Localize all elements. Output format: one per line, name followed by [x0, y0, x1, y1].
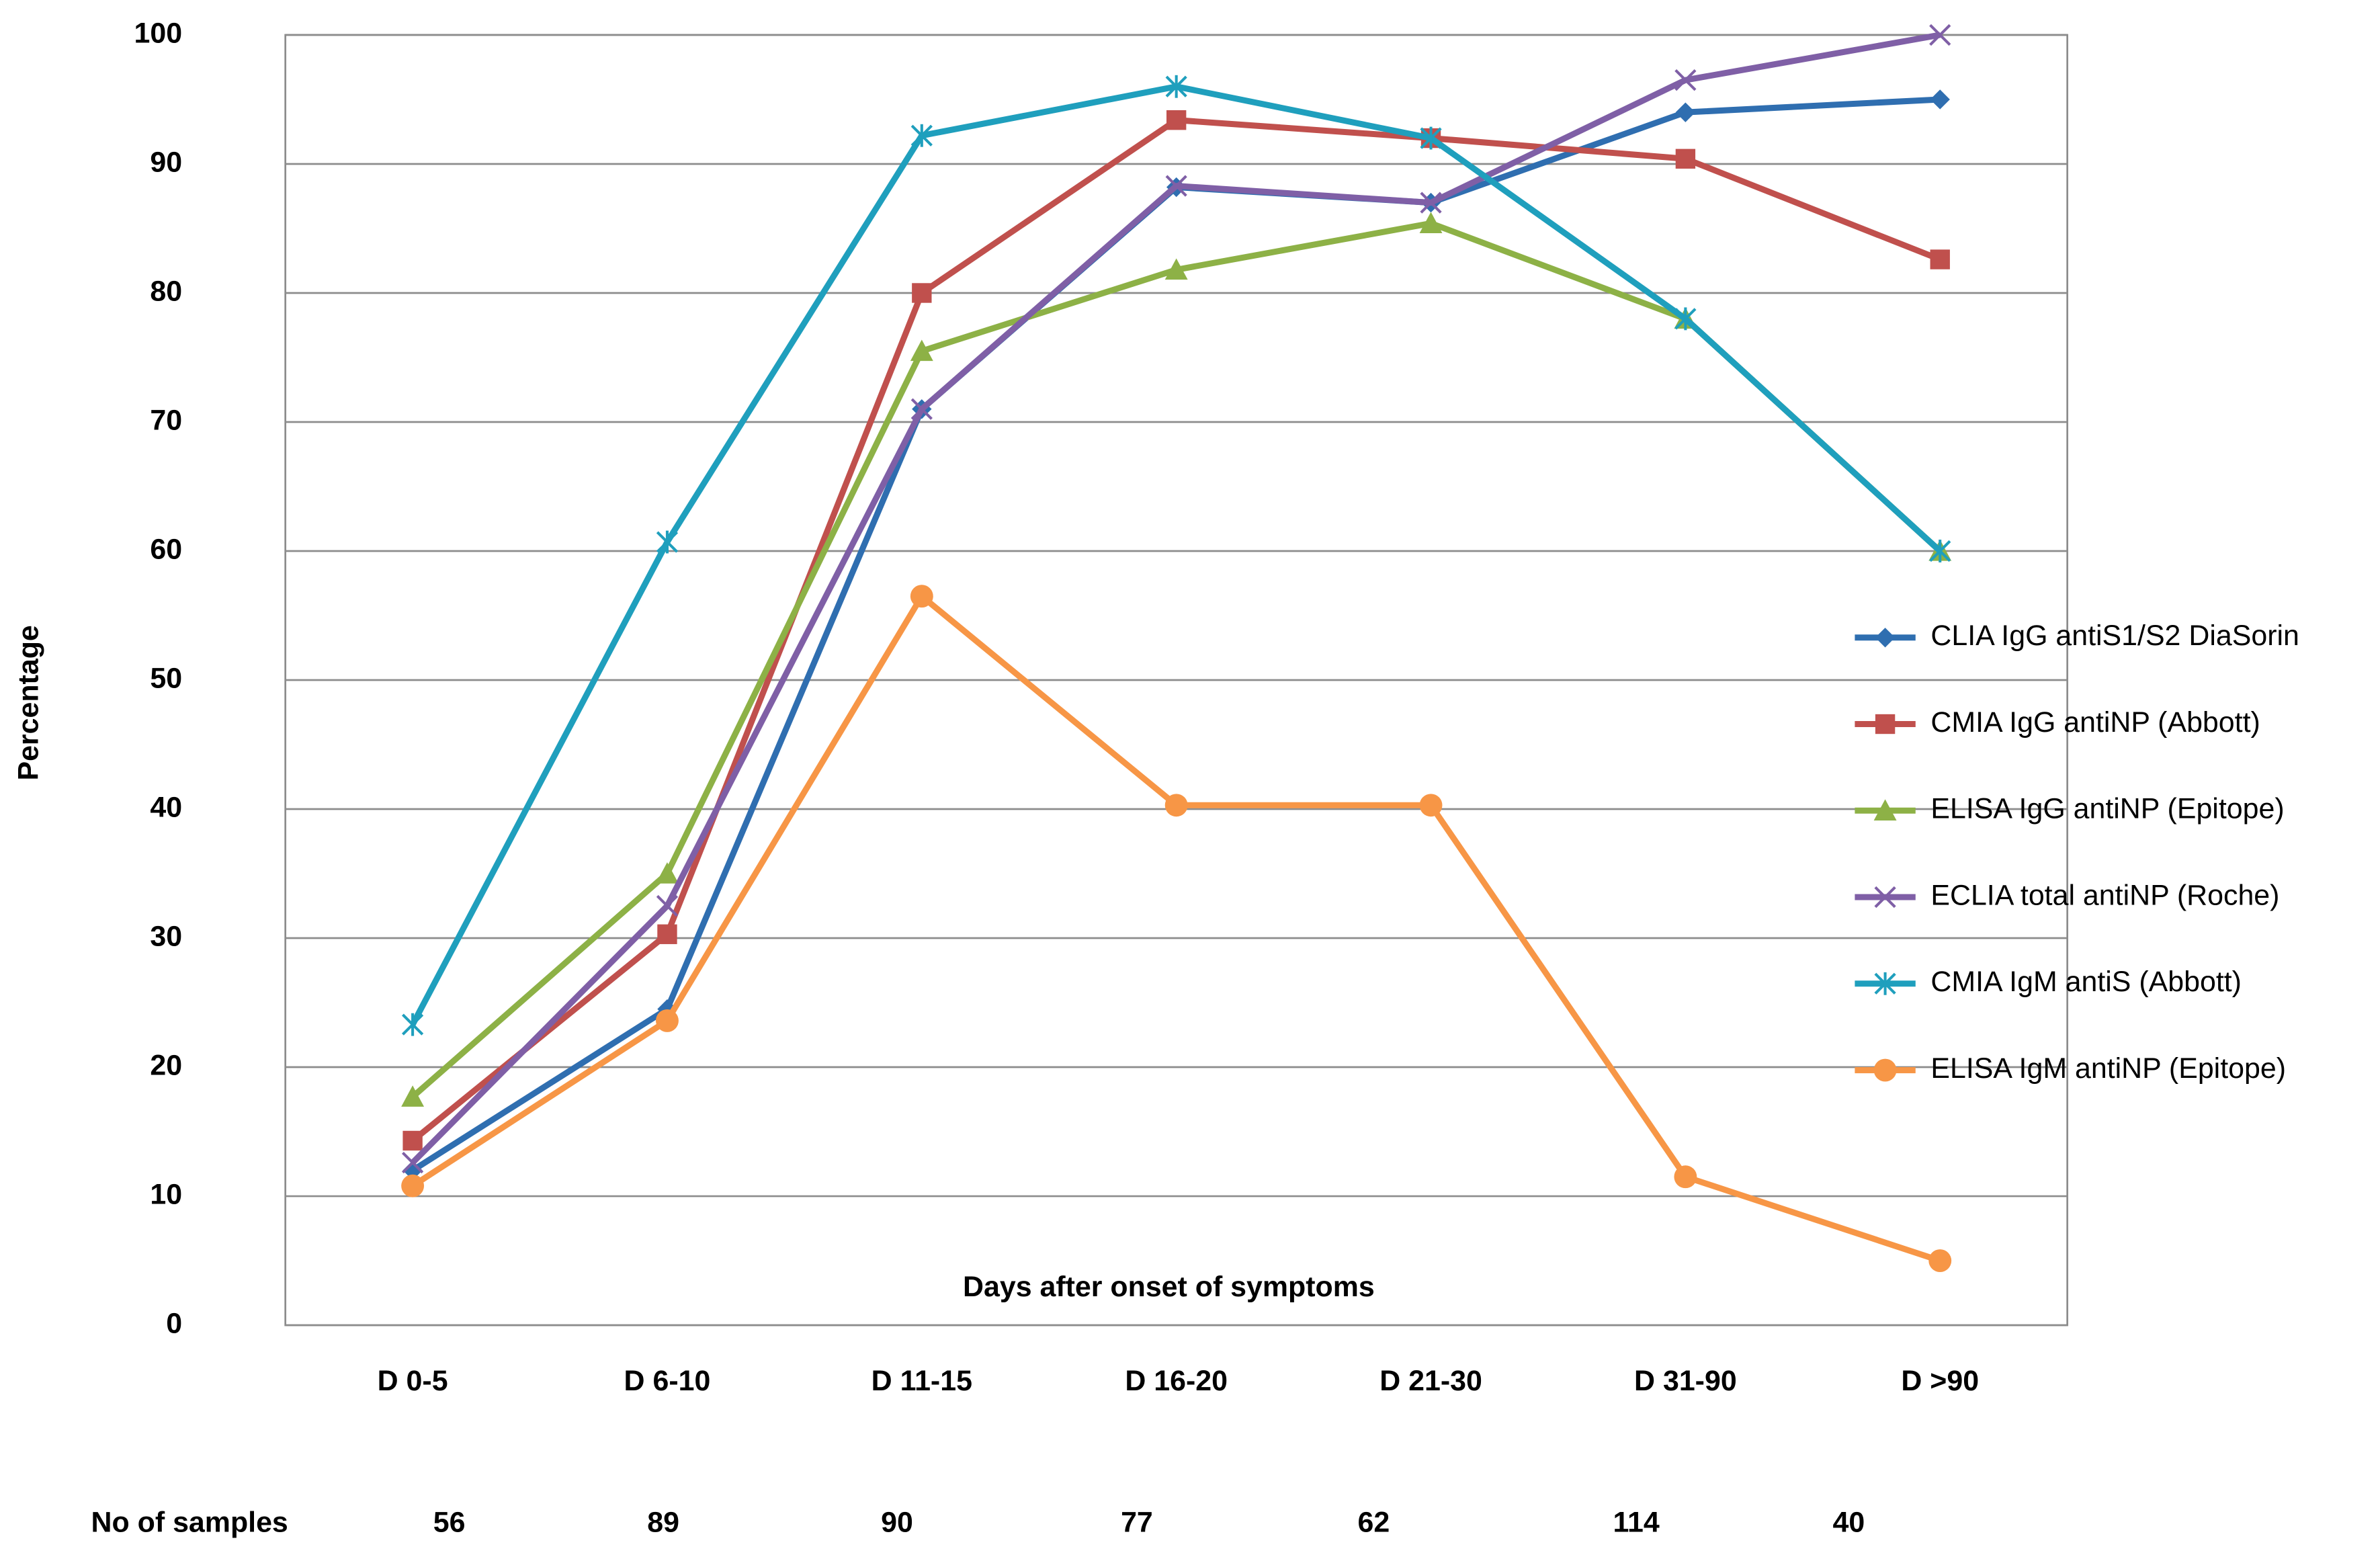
marker: [401, 1013, 424, 1036]
marker: [402, 1160, 423, 1181]
marker: [401, 1085, 425, 1107]
marker: [1164, 794, 1188, 817]
marker: [910, 585, 933, 608]
y-tick-label: 100: [134, 17, 182, 49]
marker: [1165, 175, 1187, 197]
marker: [1930, 89, 1950, 110]
x-tick-label: D 0-5: [378, 1365, 448, 1397]
sample-count: 77: [1121, 1506, 1153, 1538]
sample-count: 40: [1833, 1506, 1865, 1538]
legend-entry: ELISA IgM antiNP (Epitope): [1855, 1052, 2286, 1085]
marker: [1930, 249, 1950, 269]
legend-entry: CMIA IgG antiNP (Abbott): [1855, 706, 2260, 739]
y-tick-label: 90: [150, 146, 182, 178]
x-tick-label: D 16-20: [1125, 1365, 1228, 1397]
marker: [1929, 24, 1951, 46]
sample-count: 90: [881, 1506, 913, 1538]
legend-label: ELISA IgM antiNP (Epitope): [1930, 1052, 2286, 1085]
marker: [1674, 1165, 1697, 1189]
y-tick-label: 30: [150, 920, 182, 952]
y-axis-label: Percentage: [13, 625, 45, 780]
marker: [1675, 149, 1696, 169]
marker: [910, 124, 933, 147]
y-tick-label: 0: [166, 1307, 182, 1339]
legend-label: ELISA IgG antiNP (Epitope): [1930, 793, 2284, 825]
marker: [1419, 794, 1443, 817]
y-tick-label: 20: [150, 1049, 182, 1081]
marker: [1874, 886, 1896, 909]
y-tick-label: 80: [150, 275, 182, 307]
marker: [1929, 540, 1951, 562]
sample-count: 62: [1357, 1506, 1390, 1538]
legend-label: CLIA IgG antiS1/S2 DiaSorin: [1930, 620, 2299, 652]
x-tick-label: D 11-15: [872, 1365, 972, 1397]
x-annotation: Days after onset of symptoms: [963, 1271, 1375, 1303]
legend-entry: ELISA IgG antiNP (Epitope): [1855, 793, 2285, 825]
marker: [1419, 212, 1443, 233]
marker: [1873, 1058, 1897, 1082]
marker: [1875, 714, 1896, 734]
y-tick-label: 70: [150, 404, 182, 436]
marker: [656, 530, 679, 554]
marker: [1420, 192, 1442, 214]
marker: [910, 339, 933, 362]
y-tick-label: 60: [150, 533, 182, 565]
marker: [656, 894, 679, 917]
marker: [1873, 799, 1897, 820]
legend-label: CMIA IgG antiNP (Abbott): [1930, 706, 2260, 739]
marker: [912, 283, 932, 303]
marker: [1166, 110, 1187, 130]
legend-entry: CMIA IgM antiS (Abbott): [1855, 966, 2242, 998]
legend-entry: CLIA IgG antiS1/S2 DiaSorin: [1855, 620, 2299, 652]
legend-label: ECLIA total antiNP (Roche): [1930, 879, 2279, 911]
y-tick-label: 50: [150, 662, 182, 694]
marker: [1874, 972, 1896, 995]
marker: [657, 924, 677, 944]
marker: [1420, 126, 1442, 150]
sample-count: 89: [647, 1506, 679, 1538]
marker: [402, 1130, 423, 1151]
sample-count: 114: [1613, 1506, 1660, 1538]
marker: [656, 862, 679, 884]
marker: [401, 1174, 425, 1197]
marker: [1675, 102, 1696, 122]
marker: [401, 1152, 424, 1174]
y-tick-label: 10: [150, 1178, 182, 1210]
y-tick-label: 40: [150, 791, 182, 823]
legend-label: CMIA IgM antiS (Abbott): [1930, 966, 2242, 998]
x-tick-label: D 31-90: [1634, 1365, 1737, 1397]
marker: [1928, 1249, 1952, 1272]
marker: [656, 1009, 679, 1032]
x-tick-label: D 21-30: [1379, 1365, 1482, 1397]
legend-entry: ECLIA total antiNP (Roche): [1855, 879, 2279, 911]
samples-label: No of samples: [91, 1506, 288, 1538]
marker: [1165, 75, 1187, 98]
x-tick-label: D 6-10: [624, 1365, 711, 1397]
plot-frame: [284, 34, 2069, 1327]
marker: [1164, 258, 1188, 280]
marker: [1674, 69, 1697, 91]
marker: [1674, 307, 1697, 331]
marker: [910, 398, 933, 420]
x-tick-label: D >90: [1901, 1365, 1979, 1397]
sample-count: 56: [433, 1506, 466, 1538]
